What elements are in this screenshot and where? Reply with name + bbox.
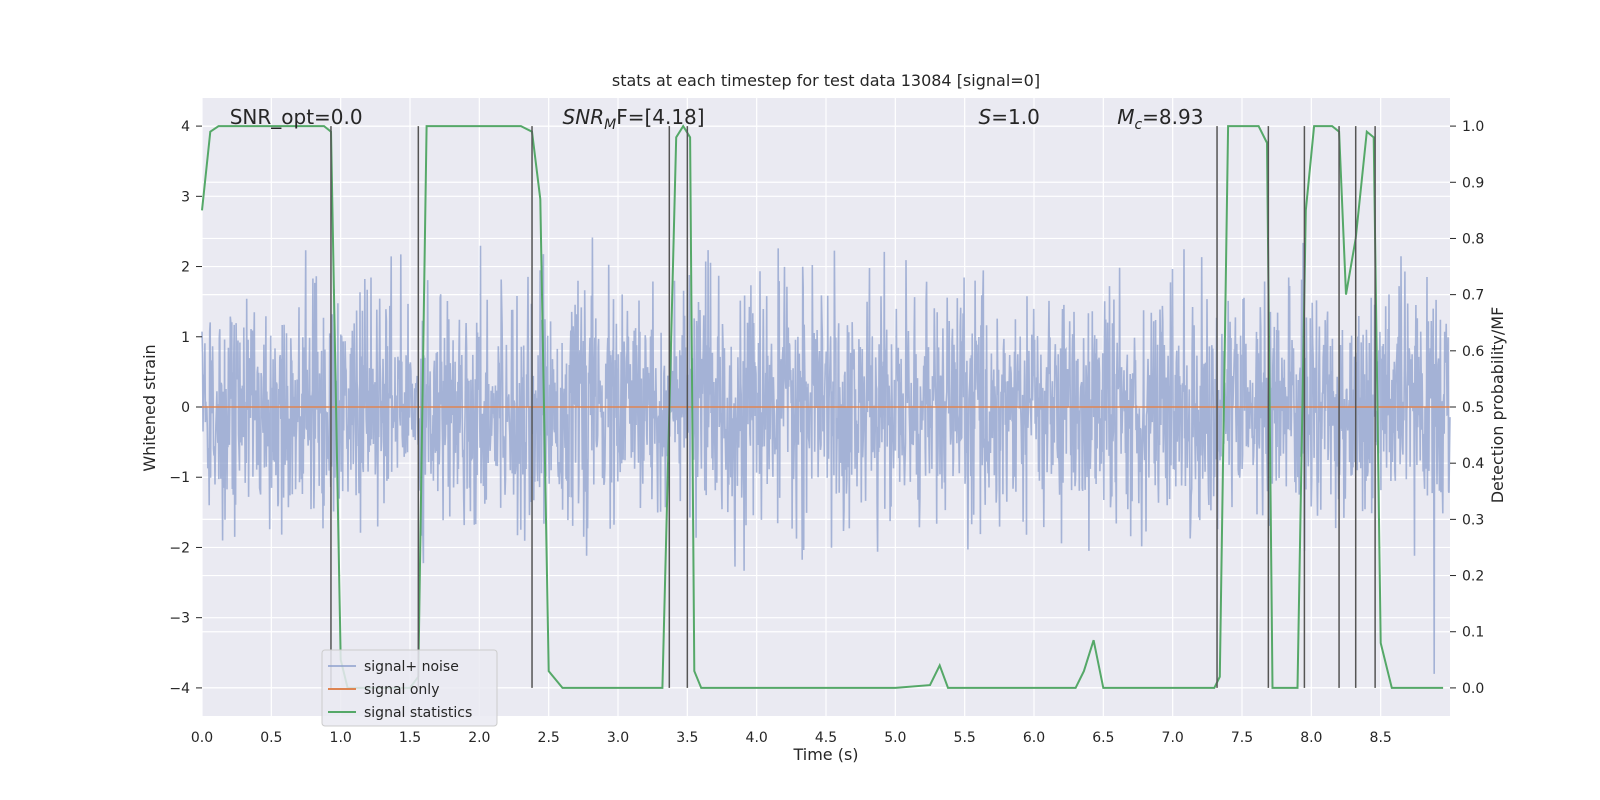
noise-series	[201, 237, 1451, 674]
y-right-tick-label: 0.0	[1462, 681, 1484, 697]
x-tick-label: 1.0	[330, 730, 352, 746]
x-tick-label: 7.0	[1162, 730, 1184, 746]
annotation-part: =1.0	[991, 105, 1040, 129]
legend-label: signal statistics	[364, 705, 472, 721]
x-tick-label: 4.5	[815, 730, 837, 746]
x-tick-label: 5.0	[884, 730, 906, 746]
annotation-part: =8.93	[1142, 105, 1203, 129]
y-right-tick-label: 0.9	[1462, 175, 1484, 191]
annotation-subscript: c	[1134, 117, 1142, 133]
y-tick-label: −4	[169, 681, 190, 697]
x-tick-label: 6.0	[1023, 730, 1045, 746]
annotation-text: SNRMF=[4.18]	[563, 105, 705, 133]
y-right-tick-label: 0.2	[1462, 569, 1484, 585]
x-tick-label: 0.0	[191, 730, 213, 746]
x-tick-label: 7.5	[1231, 730, 1253, 746]
y-right-tick-label: 0.1	[1462, 625, 1484, 641]
x-tick-label: 8.5	[1370, 730, 1392, 746]
y-right-tick-label: 0.4	[1462, 456, 1484, 472]
x-tick-label: 3.5	[676, 730, 698, 746]
annotation-text: S=1.0	[979, 105, 1040, 129]
legend-label: signal only	[364, 682, 439, 698]
y-right-tick-label: 1.0	[1462, 119, 1484, 135]
annotation-part: SNR_opt=0.0	[230, 105, 363, 129]
y-axis-label: Whitened strain	[140, 344, 159, 471]
x-tick-label: 6.5	[1092, 730, 1114, 746]
axis-ticks: 0.0 0.5 1.0 1.5 2.0 2.5 3.0 3.5 4.0 4.5 5.0 5.5 6.0 6…	[169, 119, 1484, 746]
annotation-text: SNR_opt=0.0	[230, 105, 363, 129]
annotation-part: F=[4.18]	[616, 105, 704, 129]
x-tick-label: 8.0	[1300, 730, 1322, 746]
legend-box	[321, 649, 498, 727]
x-tick-label: 2.0	[468, 730, 490, 746]
chart-title: stats at each timestep for test data 130…	[612, 71, 1040, 90]
x-axis-label: Time (s)	[792, 745, 858, 764]
y-tick-label: −1	[169, 470, 190, 486]
x-tick-label: 0.5	[260, 730, 282, 746]
vertical-markers	[330, 126, 1376, 688]
y-tick-label: −3	[169, 611, 190, 627]
annotation-part: SNR	[563, 105, 605, 129]
y-tick-label: 1	[181, 330, 190, 346]
annotations: SNR_opt=0.0 SNRMF=[4.18] S=1.0 Mc=8.93	[230, 105, 1204, 133]
y-right-tick-label: 0.6	[1462, 344, 1484, 360]
y-tick-label: 0	[181, 400, 190, 416]
annotation-subscript: M	[604, 117, 616, 133]
x-tick-label: 1.5	[399, 730, 421, 746]
y-tick-label: 2	[181, 260, 190, 276]
y-right-tick-label: 0.5	[1462, 400, 1484, 416]
annotation-text: Mc=8.93	[1117, 105, 1203, 133]
x-tick-label: 4.0	[746, 730, 768, 746]
annotation-part: S	[979, 105, 992, 129]
y-tick-label: 3	[181, 189, 190, 205]
legend-label: signal+ noise	[364, 659, 459, 675]
y-right-tick-label: 0.8	[1462, 231, 1484, 247]
legend: signal+ noise signal only signal statistic…	[321, 649, 498, 727]
y-tick-label: −2	[169, 540, 190, 556]
y-right-tick-label: 0.3	[1462, 512, 1484, 528]
y-right-tick-label: 0.7	[1462, 288, 1484, 304]
x-tick-label: 5.5	[954, 730, 976, 746]
x-tick-label: 2.5	[538, 730, 560, 746]
y-tick-label: 4	[181, 119, 190, 135]
y-axis-right-label: Detection probability/MF	[1488, 307, 1507, 504]
x-tick-label: 3.0	[607, 730, 629, 746]
annotation-part: M	[1117, 105, 1134, 129]
signal-noise-line	[201, 237, 1451, 674]
